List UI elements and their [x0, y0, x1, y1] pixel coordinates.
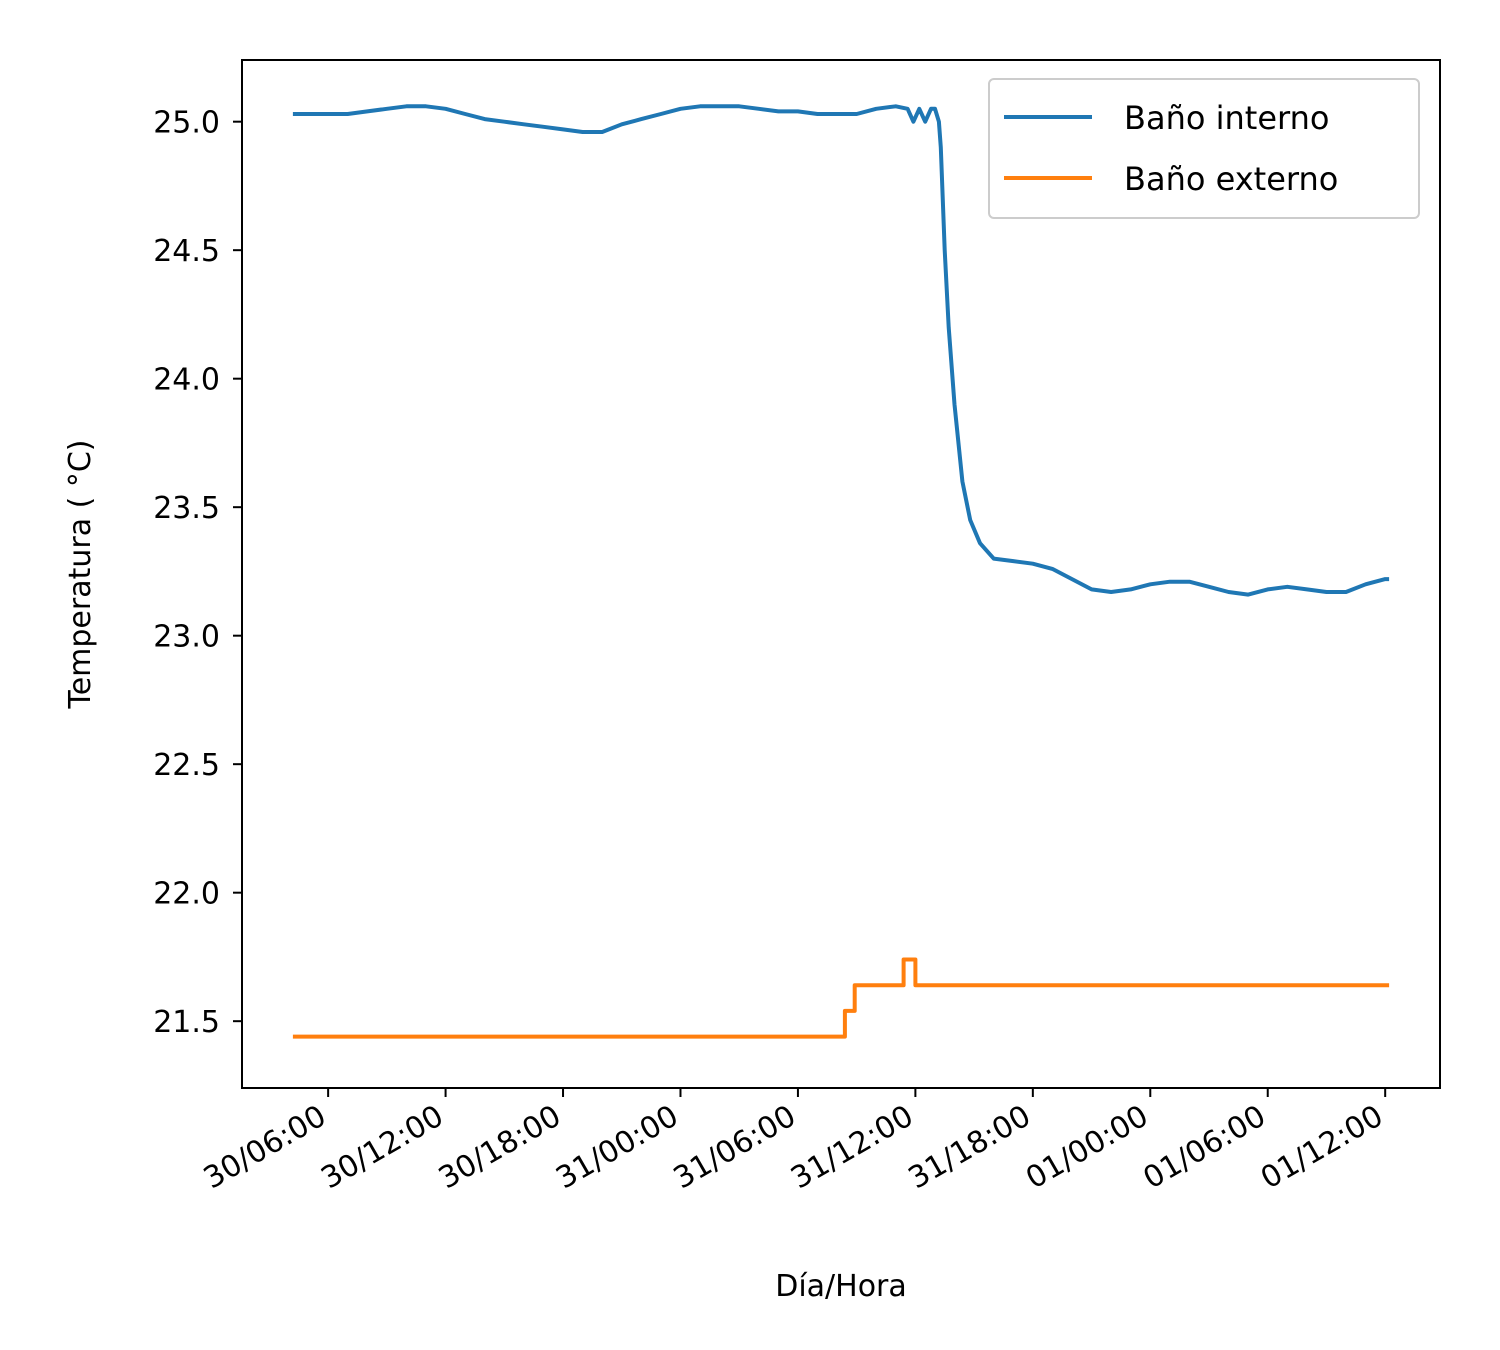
series-layer — [292, 104, 1390, 1039]
plot-frame — [241, 59, 1441, 1089]
x-tick-label: 31/18:00 — [903, 1099, 1037, 1197]
x-axis-label: Día/Hora — [775, 1269, 907, 1304]
x-axis: 30/06:0030/12:0030/18:0031/00:0031/06:00… — [198, 1088, 1389, 1196]
x-tick-label: 31/00:00 — [550, 1099, 684, 1197]
y-tick-label: 21.5 — [153, 1005, 220, 1040]
y-tick-label: 25.0 — [153, 106, 220, 141]
x-tick-label: 30/12:00 — [315, 1099, 449, 1197]
legend-label-bano-externo: Baño externo — [1124, 160, 1338, 198]
x-tick-label: 30/06:00 — [198, 1099, 332, 1197]
y-axis: 21.5 22.0 22.5 23.0 23.5 24.0 24.5 25.0 — [153, 106, 242, 1040]
series-line-0 — [292, 104, 1390, 597]
y-axis-label: Temperatura ( °C) — [63, 439, 98, 709]
y-tick-label: 23.0 — [153, 620, 220, 655]
legend-label-bano-interno: Baño interno — [1124, 99, 1329, 137]
y-tick-label: 24.5 — [153, 234, 220, 269]
y-tick-label: 24.0 — [153, 363, 220, 398]
x-tick-label: 31/12:00 — [785, 1099, 919, 1197]
legend-box — [988, 78, 1420, 219]
x-tick-label: 01/00:00 — [1020, 1099, 1154, 1197]
y-tick-label: 23.5 — [153, 491, 220, 526]
plot-background — [242, 60, 1440, 1088]
y-tick-label: 22.0 — [153, 877, 220, 912]
legend: Baño interno Baño externo — [988, 78, 1420, 219]
series-line-1 — [292, 957, 1390, 1039]
x-tick-label: 30/18:00 — [433, 1099, 567, 1197]
x-tick-label: 01/06:00 — [1138, 1099, 1272, 1197]
x-tick-label: 01/12:00 — [1255, 1099, 1389, 1197]
y-tick-label: 22.5 — [153, 748, 220, 783]
x-tick-label: 31/06:00 — [668, 1099, 802, 1197]
